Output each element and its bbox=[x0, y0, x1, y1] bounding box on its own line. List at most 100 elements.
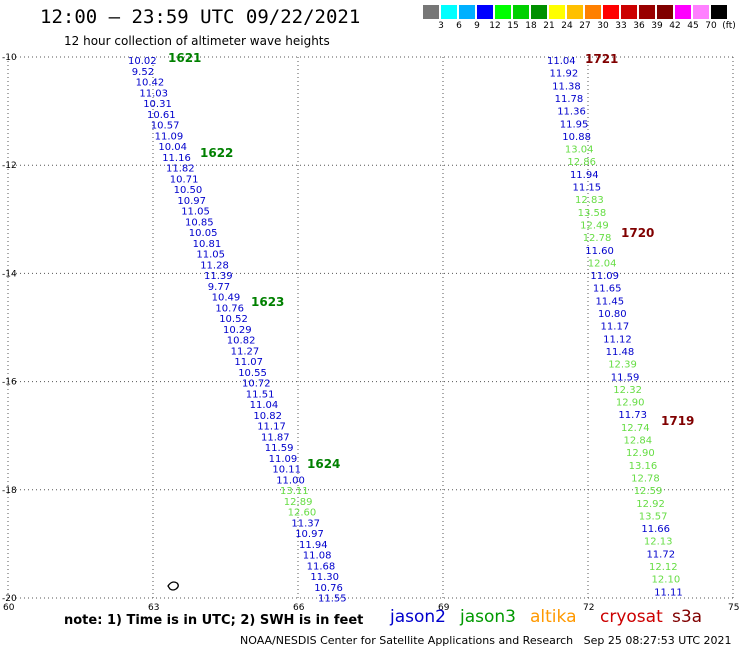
wave-height-value: 10.31 bbox=[143, 99, 172, 110]
wave-height-value: 12.84 bbox=[624, 436, 653, 447]
pass-time-label: 1621 bbox=[168, 51, 201, 65]
longitude-label: 75 bbox=[728, 603, 739, 613]
colorbar-swatch bbox=[459, 5, 475, 19]
latitude-label: -10 bbox=[2, 53, 17, 63]
wave-height-value: 11.04 bbox=[250, 400, 279, 411]
colorbar-label: 9 bbox=[474, 21, 480, 31]
wave-height-value: 10.97 bbox=[295, 529, 324, 540]
wave-height-value: 12.60 bbox=[288, 508, 317, 519]
wave-height-value: 11.65 bbox=[593, 284, 622, 295]
colorbar-label: 21 bbox=[543, 21, 555, 31]
colorbar-swatch bbox=[603, 5, 619, 19]
wave-height-value: 10.50 bbox=[174, 185, 203, 196]
wave-height-value: 10.11 bbox=[272, 465, 301, 476]
colorbar-label: 39 bbox=[651, 21, 663, 31]
wave-height-value: 10.57 bbox=[151, 121, 180, 132]
longitude-label: 69 bbox=[438, 603, 450, 613]
latitude-label: -12 bbox=[2, 161, 17, 171]
latitude-label: -16 bbox=[2, 378, 17, 388]
wave-height-value: 11.72 bbox=[646, 549, 675, 560]
longitude-label: 63 bbox=[148, 603, 159, 613]
wave-height-value: 11.30 bbox=[310, 572, 339, 583]
wave-height-value: 13.04 bbox=[565, 145, 594, 156]
latitude-label: -18 bbox=[2, 486, 17, 496]
legend-altika: altika bbox=[530, 607, 577, 627]
colorbar-label: 30 bbox=[597, 21, 609, 31]
wave-height-value: 12.04 bbox=[588, 258, 617, 269]
wave-height-value: 11.92 bbox=[550, 69, 579, 80]
wave-height-value: 10.76 bbox=[215, 303, 244, 314]
wave-height-value: 11.05 bbox=[196, 250, 225, 261]
colorbar-label: 36 bbox=[633, 21, 645, 31]
wave-height-value: 10.80 bbox=[598, 309, 627, 320]
wave-height-value: 10.85 bbox=[185, 217, 214, 228]
wave-height-value: 10.97 bbox=[177, 196, 206, 207]
wave-height-value: 10.82 bbox=[227, 336, 256, 347]
wave-height-value: 10.72 bbox=[242, 379, 271, 390]
colorbar-swatch bbox=[675, 5, 691, 19]
wave-height-value: 11.27 bbox=[231, 346, 260, 357]
pass-time-label: 1623 bbox=[251, 295, 284, 309]
wave-height-value: 12.13 bbox=[644, 537, 673, 548]
wave-height-value: 12.74 bbox=[621, 423, 650, 434]
wave-height-value: 10.88 bbox=[562, 132, 591, 143]
wave-height-value: 11.07 bbox=[234, 357, 263, 368]
colorbar-swatch bbox=[441, 5, 457, 19]
wave-height-value: 10.04 bbox=[158, 142, 187, 153]
wave-height-value: 11.68 bbox=[307, 561, 336, 572]
wave-height-value: 11.15 bbox=[573, 183, 602, 194]
wave-height-value: 12.78 bbox=[583, 233, 612, 244]
wave-height-value: 11.59 bbox=[611, 372, 640, 383]
wave-height-value: 11.04 bbox=[547, 56, 576, 67]
colorbar-label: 45 bbox=[687, 21, 699, 31]
wave-height-value: 11.05 bbox=[181, 207, 210, 218]
island-coastline bbox=[167, 581, 179, 591]
wave-height-value: 11.48 bbox=[606, 347, 635, 358]
colorbar-label: 27 bbox=[579, 21, 591, 31]
colorbar-swatch bbox=[531, 5, 547, 19]
wave-height-value: 11.12 bbox=[603, 334, 632, 345]
colorbar-swatch bbox=[495, 5, 511, 19]
legend-s3a: s3a bbox=[672, 607, 703, 627]
colorbar-label: (ft) bbox=[722, 21, 736, 31]
legend-jason3: jason3 bbox=[460, 607, 516, 627]
wave-height-value: 11.00 bbox=[276, 475, 305, 486]
pass-time-label: 1622 bbox=[200, 146, 233, 160]
wave-height-value: 13.11 bbox=[280, 486, 309, 497]
wave-height-value: 11.09 bbox=[155, 131, 184, 142]
wave-height-value: 11.17 bbox=[601, 322, 630, 333]
wave-height-value: 11.78 bbox=[555, 94, 584, 105]
wave-height-value: 12.92 bbox=[636, 499, 665, 510]
wave-height-value: 12.49 bbox=[580, 220, 609, 231]
wave-height-value: 11.08 bbox=[303, 551, 332, 562]
wave-height-value: 11.38 bbox=[552, 81, 581, 92]
wave-height-value: 11.66 bbox=[641, 524, 670, 535]
pass-time-label: 1720 bbox=[621, 226, 654, 240]
wave-height-value: 11.45 bbox=[595, 296, 624, 307]
wave-height-value: 10.42 bbox=[136, 78, 165, 89]
colorbar-swatch bbox=[621, 5, 637, 19]
colorbar-swatch bbox=[639, 5, 655, 19]
colorbar-label: 33 bbox=[615, 21, 627, 31]
colorbar-swatch bbox=[693, 5, 709, 19]
wave-height-value: 10.02 bbox=[128, 56, 157, 67]
footer-note: note: 1) Time is in UTC; 2) SWH is in fe… bbox=[64, 613, 364, 628]
wave-height-value: 12.90 bbox=[616, 398, 645, 409]
colorbar-label: 15 bbox=[507, 21, 519, 31]
wave-height-value: 12.32 bbox=[613, 385, 642, 396]
colorbar-swatch bbox=[513, 5, 529, 19]
wave-height-value: 12.10 bbox=[652, 575, 681, 586]
longitude-label: 72 bbox=[583, 603, 594, 613]
colorbar-label: 18 bbox=[525, 21, 537, 31]
colorbar-swatch bbox=[423, 5, 439, 19]
wave-height-value: 11.16 bbox=[162, 153, 191, 164]
legend-jason2: jason2 bbox=[390, 607, 446, 627]
wave-height-value: 11.39 bbox=[204, 271, 233, 282]
wave-height-value: 11.60 bbox=[585, 246, 614, 257]
wave-height-value: 12.90 bbox=[626, 448, 655, 459]
wave-height-value: 12.89 bbox=[284, 497, 313, 508]
wave-height-value: 11.59 bbox=[265, 443, 294, 454]
colorbar-label: 42 bbox=[669, 21, 681, 31]
map-title: 12:00 – 23:59 UTC 09/22/2021 bbox=[40, 6, 361, 28]
wave-height-value: 11.28 bbox=[200, 260, 229, 271]
